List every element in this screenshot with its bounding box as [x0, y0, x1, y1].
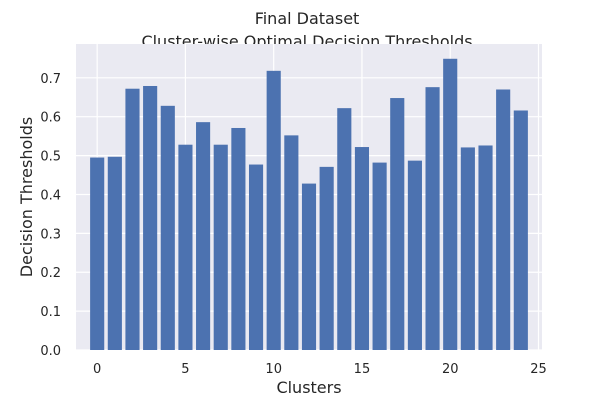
y-tick-label-6: 0.6 — [40, 111, 61, 126]
bar-cluster-14 — [337, 108, 352, 350]
y-tick-label-3: 0.3 — [40, 227, 61, 242]
bar-cluster-12 — [301, 183, 317, 350]
bar-cluster-24 — [513, 110, 528, 350]
bar-cluster-10 — [266, 70, 281, 350]
x-axis-label: Clusters — [276, 378, 341, 397]
y-tick-label-4: 0.4 — [40, 188, 61, 203]
bar-cluster-11 — [284, 135, 299, 350]
bar-cluster-9 — [248, 164, 264, 350]
y-axis-label: Decision Thresholds — [17, 117, 36, 277]
x-tick-label-2: 10 — [265, 362, 282, 377]
bars — [90, 58, 528, 351]
bar-cluster-13 — [319, 166, 334, 350]
bar-cluster-8 — [231, 127, 246, 351]
bar-cluster-23 — [496, 89, 511, 351]
y-tick-label-7: 0.7 — [40, 72, 61, 87]
bar-cluster-3 — [143, 85, 158, 351]
bar-cluster-4 — [160, 105, 175, 350]
bar-cluster-5 — [178, 144, 193, 350]
y-tick-labels: 0.0 0.1 0.2 0.3 0.4 0.5 0.6 0.7 — [40, 72, 61, 359]
bar-cluster-6 — [196, 122, 211, 350]
chart-title: Final Dataset — [255, 9, 360, 28]
bar-cluster-17 — [390, 98, 405, 350]
bar-cluster-18 — [407, 160, 422, 350]
bar-cluster-7 — [213, 144, 228, 350]
bar-cluster-21 — [460, 147, 475, 350]
x-tick-label-4: 20 — [442, 362, 459, 377]
bar-cluster-19 — [425, 87, 440, 351]
bar-cluster-22 — [478, 145, 493, 350]
x-tick-label-3: 15 — [354, 362, 371, 377]
bar-cluster-20 — [443, 58, 458, 351]
bar-cluster-16 — [372, 162, 387, 350]
bar-cluster-2 — [125, 88, 140, 350]
y-tick-label-5: 0.5 — [40, 150, 61, 165]
x-tick-labels: 0 5 10 15 20 25 — [93, 362, 547, 377]
bar-cluster-0 — [90, 157, 105, 350]
y-tick-label-1: 0.1 — [40, 305, 61, 320]
y-tick-label-0: 0.0 — [40, 344, 61, 359]
bar-cluster-1 — [107, 156, 122, 350]
x-tick-label-1: 5 — [181, 362, 189, 377]
x-tick-label-0: 0 — [93, 362, 101, 377]
x-tick-label-5: 25 — [530, 362, 547, 377]
y-tick-label-2: 0.2 — [40, 266, 61, 281]
bar-cluster-15 — [354, 147, 370, 350]
